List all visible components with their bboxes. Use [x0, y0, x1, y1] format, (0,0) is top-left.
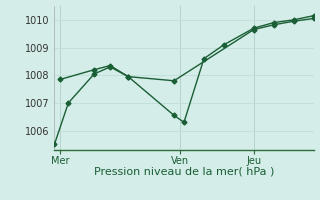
X-axis label: Pression niveau de la mer( hPa ): Pression niveau de la mer( hPa ) [94, 167, 274, 177]
